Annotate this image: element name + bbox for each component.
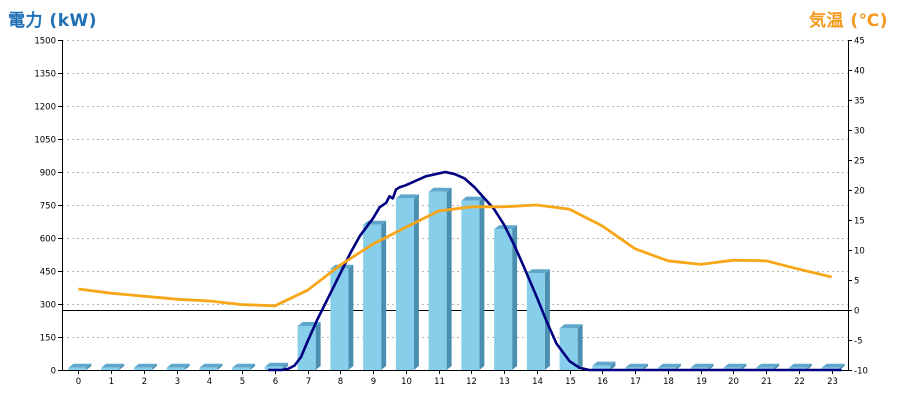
bar — [68, 363, 92, 370]
x-tick-label: 18 — [663, 377, 674, 387]
right-tick-label: 45 — [854, 37, 865, 47]
right-tick-label: 30 — [854, 127, 865, 137]
right-axis-title: 気温 (℃) — [808, 11, 888, 31]
x-tick-label: 19 — [696, 377, 707, 387]
right-tick-label: -5 — [854, 337, 862, 347]
x-tick-label: 3 — [175, 377, 180, 387]
left-tick-label: 600 — [40, 235, 56, 245]
left-axis-title: 電力 (kW) — [8, 11, 98, 31]
bar — [395, 194, 419, 370]
bar — [363, 220, 387, 370]
x-tick-label: 9 — [371, 377, 376, 387]
bar — [199, 363, 223, 370]
left-tick-label: 1050 — [34, 136, 56, 146]
x-tick-label: 0 — [76, 377, 81, 387]
x-tick-label: 16 — [597, 377, 608, 387]
bar — [526, 269, 550, 370]
bar — [297, 322, 321, 370]
x-tick-label: 21 — [761, 377, 772, 387]
left-tick-label: 900 — [40, 169, 56, 179]
right-tick-label: 20 — [854, 187, 865, 197]
bar — [133, 363, 157, 370]
bar — [494, 225, 518, 370]
right-tick-label: 0 — [854, 307, 859, 317]
bar — [461, 196, 485, 370]
x-tick-label: 14 — [532, 377, 543, 387]
x-tick-label: 23 — [827, 377, 838, 387]
right-tick-label: 10 — [854, 247, 865, 257]
x-tick-label: 11 — [434, 377, 445, 387]
x-tick-label: 2 — [142, 377, 147, 387]
bar — [330, 264, 354, 370]
bar — [264, 362, 288, 370]
left-tick-label: 1350 — [34, 70, 56, 80]
bar — [101, 363, 125, 370]
right-tick-label: 25 — [854, 157, 865, 167]
x-tick-label: 13 — [499, 377, 510, 387]
x-tick-label: 4 — [207, 377, 212, 387]
right-tick-label: 15 — [854, 217, 865, 227]
left-tick-label: 450 — [40, 268, 56, 278]
power-line — [268, 170, 842, 372]
left-tick-label: 1200 — [34, 103, 56, 113]
x-tick-label: 17 — [630, 377, 641, 387]
x-tick-label: 22 — [794, 377, 805, 387]
x-tick-label: 6 — [273, 377, 278, 387]
bar — [592, 361, 616, 370]
x-tick-label: 5 — [240, 377, 245, 387]
left-tick-label: 300 — [40, 301, 56, 311]
left-tick-label: 1500 — [34, 37, 56, 47]
right-tick-label: -10 — [854, 367, 868, 377]
bar — [232, 363, 256, 370]
left-tick-label: 150 — [40, 334, 56, 344]
x-tick-label: 8 — [338, 377, 343, 387]
x-tick-label: 15 — [565, 377, 576, 387]
x-tick-label: 20 — [728, 377, 739, 387]
right-tick-label: 40 — [854, 67, 865, 77]
bar — [559, 324, 583, 370]
x-tick-label: 7 — [306, 377, 311, 387]
right-tick-label: 5 — [854, 277, 859, 287]
x-tick-label: 1 — [109, 377, 114, 387]
right-tick-label: 35 — [854, 97, 865, 107]
bar — [166, 363, 190, 370]
left-tick-label: 0 — [51, 367, 56, 377]
temperature-line — [78, 203, 832, 308]
bar — [428, 187, 452, 370]
left-tick-label: 750 — [40, 202, 56, 212]
x-tick-label: 12 — [466, 377, 477, 387]
x-tick-label: 10 — [401, 377, 412, 387]
